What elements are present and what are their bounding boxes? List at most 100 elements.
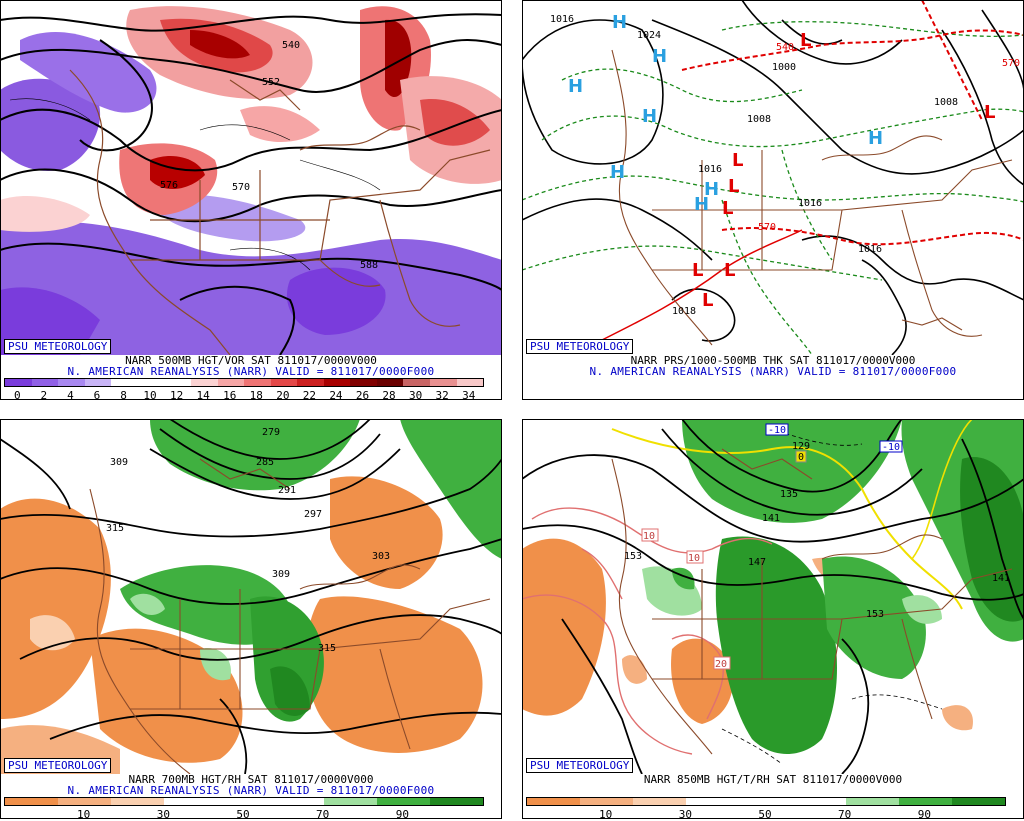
colorbar-tick-label: 18	[249, 389, 263, 402]
panel-header: NARR 700MB HGT/RH SAT 811017/0000V000	[128, 773, 374, 786]
isobar-label: 1016	[698, 164, 722, 175]
psu-meteorology-logo: PSU METEOROLOGY	[4, 758, 112, 773]
high-pressure-symbol: H	[612, 12, 627, 33]
colorbar-tick-label: 22	[302, 389, 316, 402]
rh-colorbar	[4, 797, 484, 806]
low-pressure-symbol: L	[702, 290, 713, 311]
contour-label: 540	[282, 40, 300, 51]
height-label: 153	[624, 551, 642, 562]
colorbar-swatch	[111, 798, 165, 805]
colorbar-tick-label: 50	[758, 808, 772, 821]
low-pressure-symbol: L	[984, 102, 995, 123]
colorbar-swatch	[429, 798, 483, 805]
contour-label: 303	[372, 551, 390, 562]
contour-label: 576	[160, 180, 178, 191]
panel-700mb-rh: 309 315 279 285 291 297 303 309 315 PSU …	[0, 419, 502, 821]
colorbar-swatch	[951, 798, 1005, 805]
colorbar-swatch	[376, 798, 430, 805]
colorbar-swatch	[898, 798, 952, 805]
high-pressure-symbol: H	[568, 76, 583, 97]
temperature-label: 20	[715, 659, 727, 670]
isobar-label: 1000	[772, 62, 796, 73]
high-pressure-symbol: H	[642, 106, 657, 127]
colorbar-tick-label: 30	[678, 808, 692, 821]
panel-850mb-t-rh: 129 135 141 147 153 141 153 10 10 20 -10…	[522, 419, 1024, 821]
thickness-label: 570	[1002, 58, 1020, 69]
psu-meteorology-logo: PSU METEOROLOGY	[4, 339, 112, 354]
colorbar-swatch	[350, 379, 377, 386]
colorbar-swatch	[137, 379, 165, 386]
rh-colorbar	[526, 797, 1006, 806]
temperature-label: -10	[768, 425, 786, 436]
colorbar-tick-label: 24	[329, 389, 343, 402]
vorticity-colorbar	[4, 378, 484, 387]
colorbar-swatch	[31, 379, 59, 386]
colorbar-swatch	[217, 798, 271, 805]
colorbar-swatch	[527, 798, 581, 805]
contour-label: 315	[106, 523, 124, 534]
colorbar-tick-label: 8	[120, 389, 127, 402]
contour-label: 297	[304, 509, 322, 520]
colorbar-tick-label: 4	[67, 389, 74, 402]
colorbar-swatch	[244, 379, 271, 386]
colorbar-tick-label: 0	[13, 389, 21, 402]
high-pressure-symbol: H	[694, 194, 709, 215]
psu-meteorology-logo: PSU METEOROLOGY	[526, 339, 634, 354]
high-pressure-symbol: H	[704, 179, 719, 200]
colorbar-tick-label: 90	[395, 808, 409, 821]
colorbar-swatch	[792, 798, 846, 805]
isobar-label: 1016	[798, 198, 822, 209]
contour-label: 291	[278, 485, 296, 496]
rh-colorbar-ticks: 10 30 50 70 90	[4, 808, 482, 821]
low-pressure-symbol: L	[724, 260, 735, 281]
isobar-label: 1016	[858, 244, 882, 255]
colorbar-swatch	[686, 798, 740, 805]
colorbar-swatch	[403, 379, 430, 386]
colorbar-tick-label: 2	[40, 389, 48, 402]
colorbar-swatch	[580, 798, 634, 805]
panel-header: NARR 850MB HGT/T/RH SAT 811017/0000V000	[643, 773, 903, 786]
colorbar-tick-label: 16	[223, 389, 237, 402]
colorbar-swatch	[58, 379, 85, 386]
colorbar-tick-label: 12	[169, 389, 184, 402]
contour-label: 570	[232, 182, 250, 193]
colorbar-tick-label: 30	[156, 808, 170, 821]
height-label: 153	[866, 609, 884, 620]
colorbar-tick-label: 28	[382, 389, 396, 402]
colorbar-tick-label: 70	[316, 808, 330, 821]
panel-subheader: N. AMERICAN REANALYSIS (NARR) VALID = 81…	[67, 365, 435, 378]
colorbar-swatch	[5, 379, 32, 386]
height-label: 147	[748, 557, 766, 568]
high-pressure-symbol: H	[610, 162, 625, 183]
contour-label: 309	[110, 457, 128, 468]
panel-500mb-vorticity: 540 552 576 588 570 PSU METEOROLOGY NARR…	[0, 0, 502, 402]
colorbar-swatch	[430, 379, 457, 386]
thickness-label: 540	[776, 42, 794, 53]
panel-header: NARR PRS/1000-500MB THK SAT 811017/0000V…	[630, 354, 916, 367]
colorbar-swatch	[739, 798, 793, 805]
colorbar-swatch	[323, 798, 377, 805]
colorbar-tick-label: 26	[355, 389, 370, 402]
contour-label: 285	[256, 457, 274, 468]
contour-label: 279	[262, 427, 280, 438]
colorbar-tick-label: 10	[599, 808, 613, 821]
colorbar-swatch	[58, 798, 112, 805]
contour-label: 309	[272, 569, 290, 580]
panel-subheader: N. AMERICAN REANALYSIS (NARR) VALID = 81…	[589, 365, 957, 378]
colorbar-swatch	[164, 379, 191, 386]
vorticity-colorbar-ticks: 0 2 4 6 8 10 12 14 16 18 20 22 24 26 28 30 32 34	[4, 389, 482, 402]
colorbar-tick-label: 34	[462, 389, 476, 402]
colorbar-tick-label: 30	[408, 389, 423, 402]
colorbar-tick-label: 14	[196, 389, 210, 402]
low-pressure-symbol: L	[800, 30, 811, 51]
temperature-label: 10	[643, 531, 655, 542]
isobar-label: 1024	[637, 30, 661, 41]
isobar-label: 1008	[934, 97, 958, 108]
low-pressure-symbol: L	[728, 176, 739, 197]
colorbar-swatch	[84, 379, 112, 386]
temperature-label: 10	[688, 553, 700, 564]
low-pressure-symbol: L	[732, 150, 743, 171]
colorbar-tick-label: 32	[435, 389, 449, 402]
colorbar-swatch	[270, 379, 298, 386]
thickness-map: 1016 1024 1000 1008 1008 1016 1016 1016 …	[522, 0, 1024, 355]
